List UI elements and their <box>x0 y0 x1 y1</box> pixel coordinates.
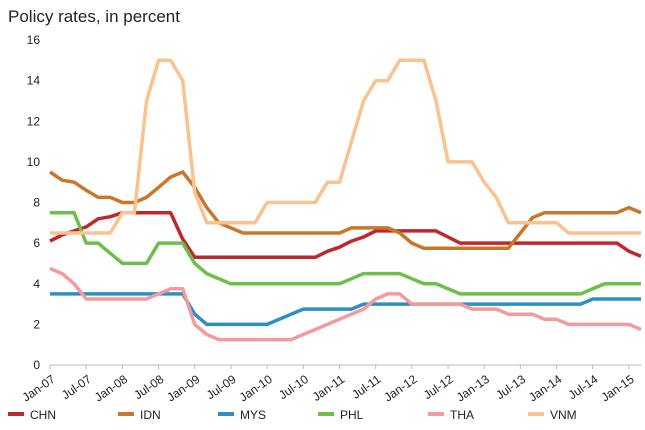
x-tick-label: Jan-15 <box>599 372 637 405</box>
y-tick-label: 0 <box>33 358 40 372</box>
series-line <box>50 58 641 235</box>
x-tick-label: Jul-07 <box>59 372 94 402</box>
y-tick-label: 4 <box>33 277 40 291</box>
x-tick-label: Jan-10 <box>237 372 275 405</box>
x-tick-label: Jan-11 <box>310 372 348 404</box>
x-tick-label: Jul-13 <box>493 372 528 402</box>
x-tick-label: Jul-10 <box>276 372 311 402</box>
series-line <box>50 292 641 327</box>
y-tick-label: 6 <box>33 236 40 250</box>
legend-label: CHN <box>30 408 56 422</box>
series-line <box>49 210 642 260</box>
y-tick-label: 8 <box>33 196 40 210</box>
x-tick-label: Jul-14 <box>566 372 601 402</box>
legend-label: THA <box>450 408 474 422</box>
x-tick-label: Jan-13 <box>454 372 492 405</box>
x-tick-label: Jan-07 <box>20 372 58 405</box>
legend-label: PHL <box>340 408 364 422</box>
series-line <box>49 266 642 342</box>
y-tick-label: 16 <box>27 33 41 47</box>
x-tick-label: Jul-12 <box>421 372 456 402</box>
series-line <box>50 210 641 296</box>
chart-title: Policy rates, in percent <box>8 7 180 26</box>
x-tick-label: Jul-08 <box>131 372 166 402</box>
y-tick-label: 10 <box>27 155 41 169</box>
series-line <box>49 170 642 250</box>
x-tick-label: Jul-11 <box>349 372 383 402</box>
x-tick-label: Jan-09 <box>164 372 202 405</box>
x-tick-label: Jul-09 <box>204 372 239 402</box>
legend-label: VNM <box>550 408 577 422</box>
y-tick-label: 14 <box>27 74 41 88</box>
y-tick-label: 12 <box>27 114 41 128</box>
x-tick-label: Jan-14 <box>526 372 564 405</box>
x-tick-label: Jan-12 <box>381 372 419 405</box>
x-tick-label: Jan-08 <box>92 372 130 405</box>
legend-label: IDN <box>140 408 161 422</box>
legend-label: MYS <box>240 408 266 422</box>
y-tick-label: 2 <box>33 317 40 331</box>
